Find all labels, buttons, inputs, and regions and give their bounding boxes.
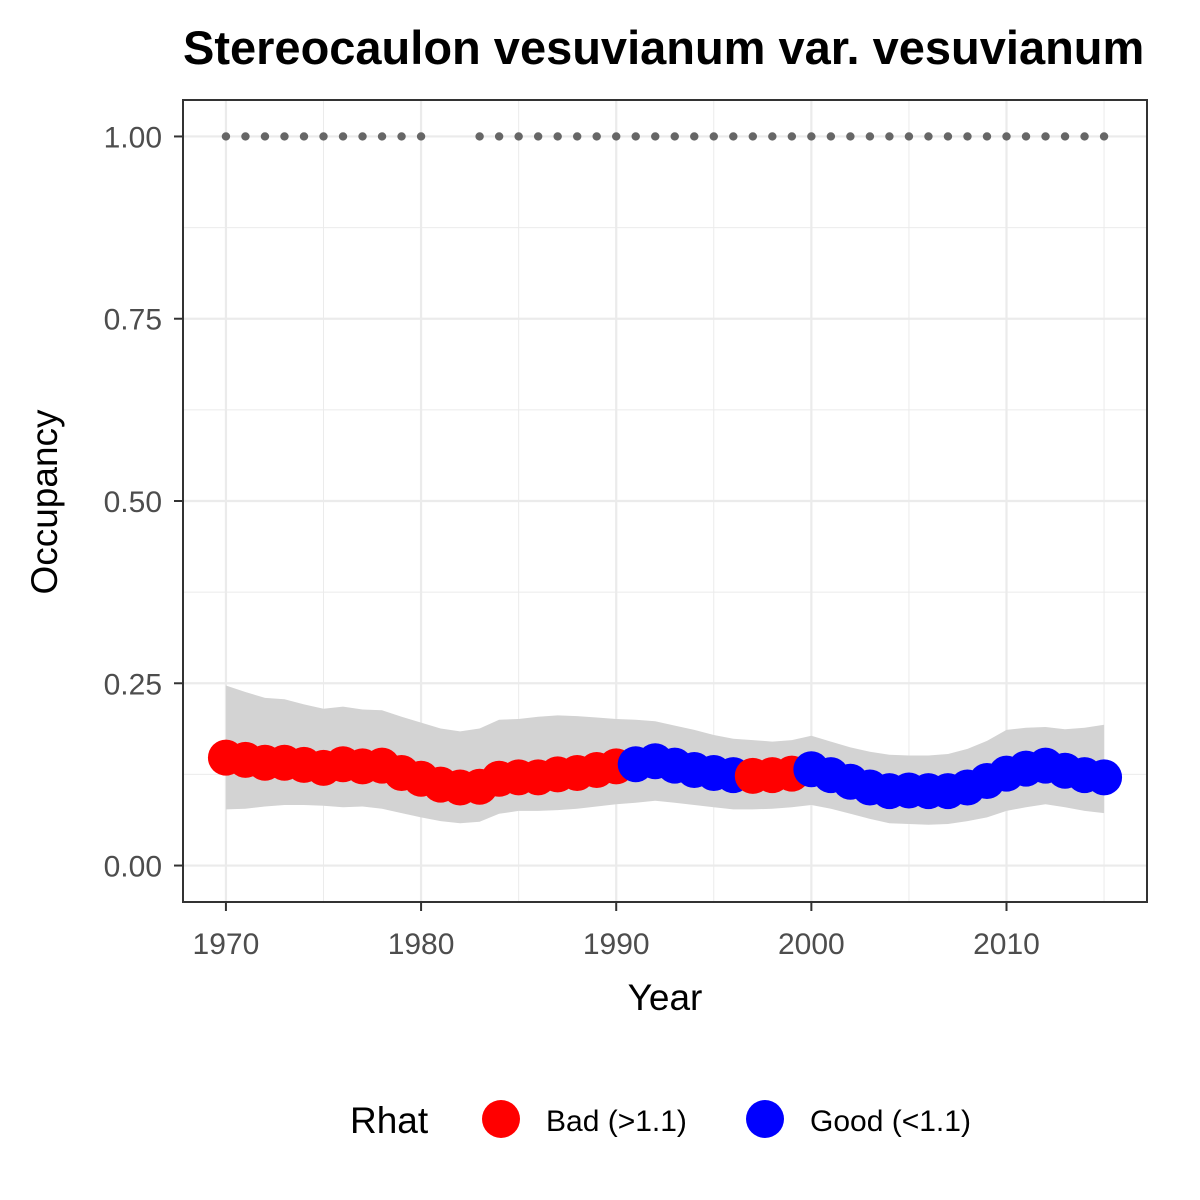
record-point: [729, 132, 738, 141]
record-point: [1021, 132, 1031, 141]
y-axis-title: Occupancy: [24, 409, 65, 595]
record-point: [592, 132, 601, 141]
record-point: [963, 132, 972, 141]
record-point: [670, 132, 679, 141]
x-tick-label: 1990: [583, 928, 650, 961]
x-tick-label: 2010: [973, 928, 1040, 961]
record-point: [709, 132, 718, 141]
y-tick-label: 0.50: [104, 486, 162, 519]
record-point: [651, 132, 660, 141]
occupancy-point: [1086, 759, 1123, 796]
record-point: [924, 132, 933, 141]
record-point: [241, 132, 250, 141]
record-point: [885, 132, 894, 141]
y-tick-label: 0.75: [104, 304, 162, 337]
record-point: [221, 132, 231, 141]
record-point: [260, 132, 270, 141]
legend-title: Rhat: [350, 1100, 429, 1141]
record-point: [904, 132, 914, 141]
record-point: [299, 132, 309, 141]
record-point: [846, 132, 855, 141]
record-point: [514, 132, 523, 141]
legend-label-good: Good (<1.1): [810, 1105, 971, 1138]
record-point: [807, 132, 816, 141]
legend-key-bad: [482, 1100, 520, 1138]
legend-label-bad: Bad (>1.1): [546, 1105, 687, 1138]
x-tick-label: 1970: [193, 928, 260, 961]
record-point: [1060, 132, 1070, 141]
record-point: [1080, 132, 1089, 141]
record-point: [494, 132, 504, 141]
record-point: [572, 132, 582, 141]
record-point: [631, 132, 640, 141]
record-point: [612, 132, 621, 141]
y-tick-label: 1.00: [104, 121, 162, 154]
record-point: [748, 132, 758, 141]
record-point: [943, 132, 953, 141]
y-tick-label: 0.25: [104, 668, 162, 701]
legend-key-good: [746, 1100, 784, 1138]
record-point: [319, 132, 328, 141]
record-point: [768, 132, 777, 141]
x-axis: 1970 1980 1990 2000 2010: [193, 902, 1040, 961]
record-point: [377, 132, 387, 141]
record-point: [1099, 132, 1109, 141]
record-point: [338, 132, 348, 141]
y-axis: 0.00 0.25 0.50 0.75 1.00: [104, 121, 183, 884]
x-tick-label: 2000: [778, 928, 845, 961]
record-point: [358, 132, 367, 141]
occupancy-points-layer: [207, 739, 1123, 810]
record-points-layer: [221, 132, 1109, 141]
x-axis-title: Year: [628, 977, 703, 1018]
x-tick-label: 1980: [388, 928, 455, 961]
legend: Rhat Bad (>1.1) Good (<1.1): [350, 1100, 971, 1141]
y-tick-label: 0.00: [104, 851, 162, 884]
record-point: [1002, 132, 1011, 141]
record-point: [280, 132, 289, 141]
record-point: [475, 132, 484, 141]
chart-title: Stereocaulon vesuvianum var. vesuvianum: [183, 21, 1144, 74]
record-point: [416, 132, 426, 141]
record-point: [397, 132, 406, 141]
record-point: [533, 132, 543, 141]
record-point: [1041, 132, 1050, 141]
record-point: [553, 132, 562, 141]
record-point: [865, 132, 875, 141]
record-point: [826, 132, 836, 141]
record-point: [787, 132, 797, 141]
record-point: [690, 132, 699, 141]
record-point: [982, 132, 992, 141]
